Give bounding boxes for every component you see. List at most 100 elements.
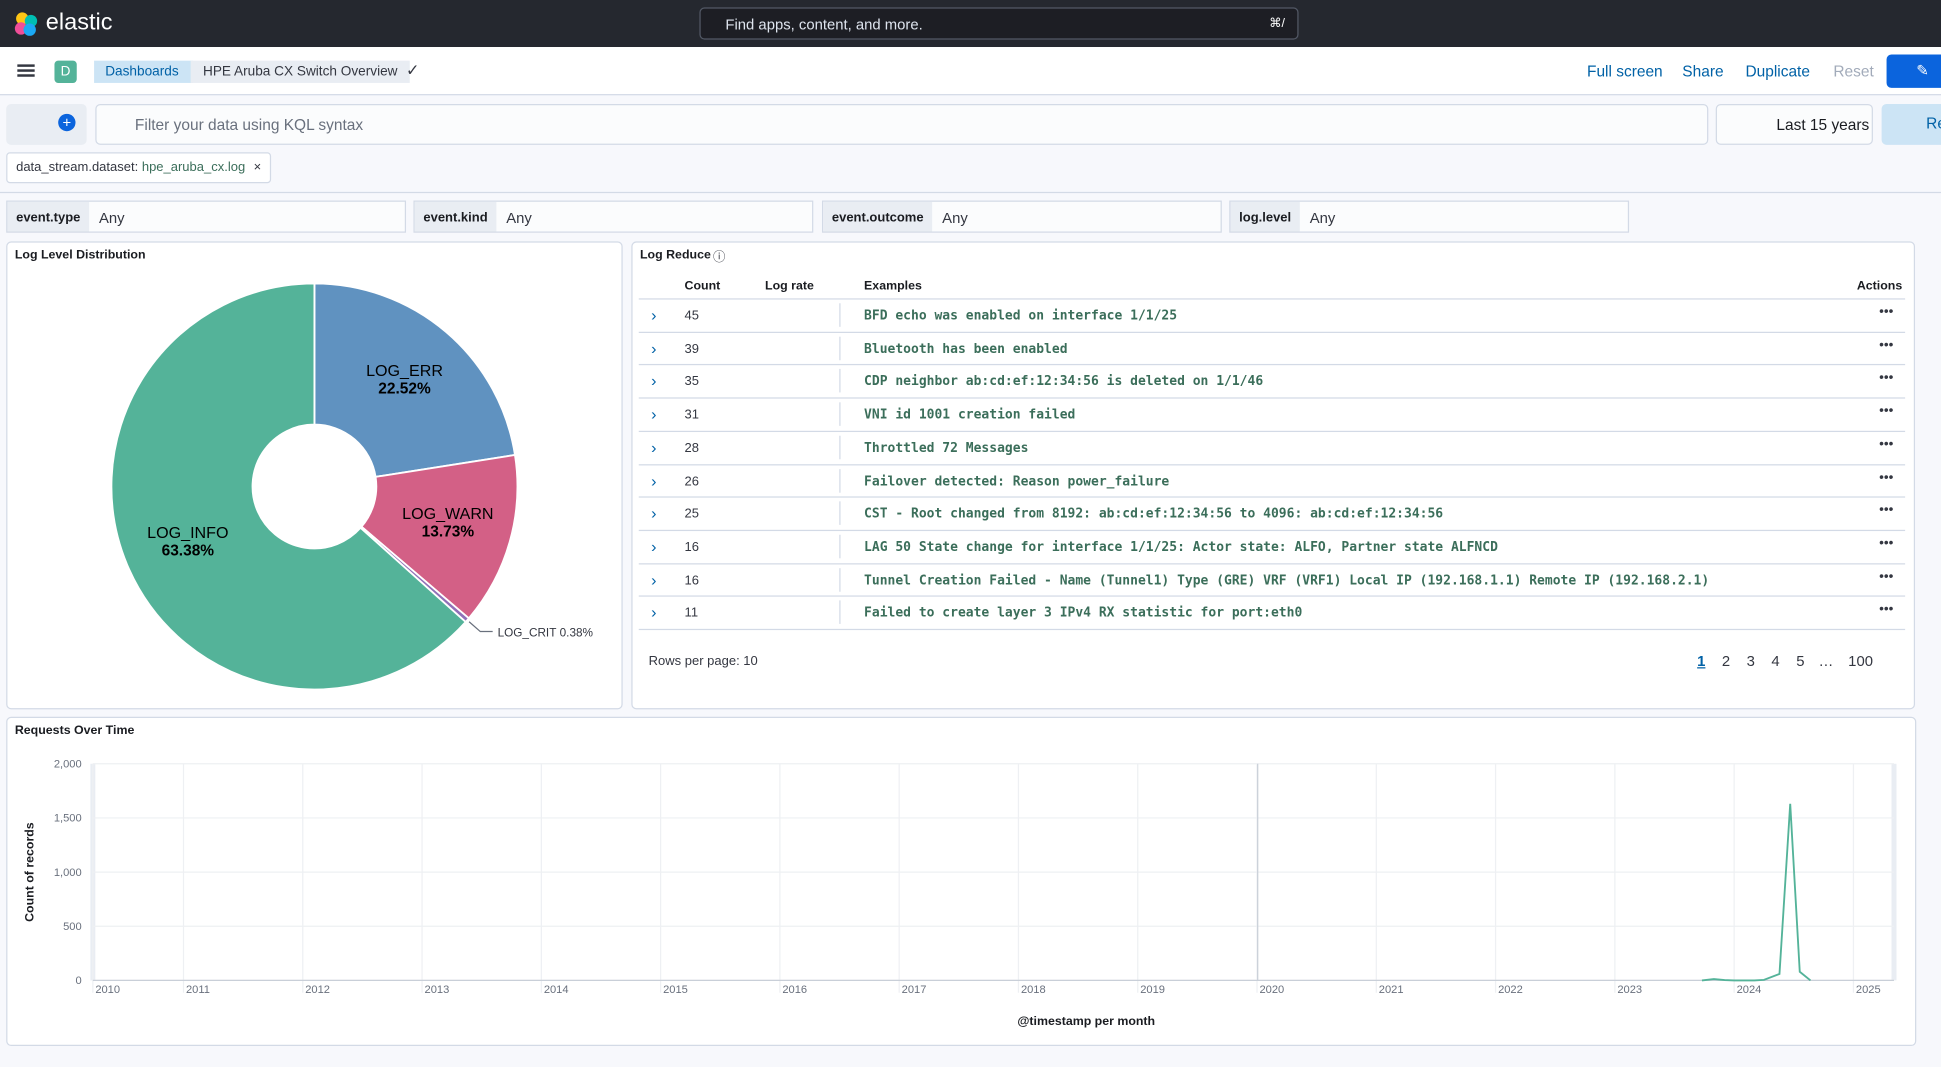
row-actions[interactable]: ••• <box>1879 338 1893 353</box>
count-cell: 25 <box>685 507 699 522</box>
count-cell: 39 <box>685 341 699 356</box>
slice-value: 0.38% <box>560 627 594 640</box>
count-cell: 35 <box>685 374 699 389</box>
example-cell: VNI id 1001 creation failed <box>864 407 1075 422</box>
x-tick-label: 2013 <box>425 984 450 996</box>
expand-icon[interactable]: › <box>651 339 656 358</box>
rate-sep <box>839 502 840 526</box>
y-tick-label: 2,000 <box>54 758 82 770</box>
example-cell: Tunnel Creation Failed - Name (Tunnel1) … <box>864 573 1709 588</box>
slice-label: LOG_CRIT 0.38% <box>498 627 594 640</box>
expand-icon[interactable]: › <box>651 570 656 589</box>
leader-line <box>469 622 493 632</box>
row-rule <box>639 563 1905 564</box>
example-cell: Throttled 72 Messages <box>864 440 1028 455</box>
count-cell: 28 <box>685 440 699 455</box>
row-actions[interactable]: ••• <box>1879 602 1893 617</box>
row-actions[interactable]: ••• <box>1879 536 1893 551</box>
control[interactable]: event.kindAny <box>413 201 813 233</box>
column-header: Examples <box>864 280 922 294</box>
example-cell: Failover detected: Reason power_failure <box>864 473 1169 488</box>
x-tick-label: 2019 <box>1140 984 1165 996</box>
row-actions[interactable]: ••• <box>1879 569 1893 584</box>
slice-name: LOG_INFO <box>147 524 228 542</box>
x-tick-label: 2024 <box>1737 984 1762 996</box>
control-value: Any <box>496 202 812 232</box>
count-cell: 26 <box>685 473 699 488</box>
y-axis-label: Count of records <box>22 822 36 922</box>
expand-icon[interactable]: › <box>651 537 656 556</box>
rate-sep <box>839 336 840 360</box>
slice-value: 63.38% <box>162 542 215 559</box>
x-tick-label: 2014 <box>544 984 569 996</box>
expand-icon[interactable]: › <box>651 306 656 325</box>
row-actions[interactable]: ••• <box>1879 503 1893 518</box>
x-tick-label: 2018 <box>1021 984 1046 996</box>
control[interactable]: event.outcomeAny <box>822 201 1222 233</box>
example-cell: Bluetooth has been enabled <box>864 341 1067 356</box>
page-link[interactable]: 2 <box>1722 652 1730 669</box>
example-cell: CDP neighbor ab:cd:ef:12:34:56 is delete… <box>864 374 1263 389</box>
control-label: event.type <box>7 202 89 232</box>
row-actions[interactable]: ••• <box>1879 305 1893 320</box>
y-tick-label: 500 <box>63 921 82 933</box>
x-tick-label: 2022 <box>1498 984 1523 996</box>
expand-icon[interactable]: › <box>651 504 656 523</box>
count-cell: 31 <box>685 407 699 422</box>
rows-per-page[interactable]: Rows per page: 10 <box>649 654 758 669</box>
control-label: event.kind <box>415 202 497 232</box>
row-rule <box>639 331 1905 332</box>
page-link[interactable]: 1 <box>1697 652 1705 669</box>
x-tick-label: 2017 <box>902 984 927 996</box>
row-rule <box>639 530 1905 531</box>
x-tick-label: 2012 <box>305 984 330 996</box>
line-series <box>1702 804 1811 981</box>
expand-icon[interactable]: › <box>651 438 656 457</box>
control-label: log.level <box>1230 202 1299 232</box>
example-cell: Failed to create layer 3 IPv4 RX statist… <box>864 606 1302 621</box>
row-actions[interactable]: ••• <box>1879 437 1893 452</box>
rate-sep <box>839 469 840 493</box>
slice-name: LOG_CRIT <box>498 627 557 640</box>
row-rule <box>639 397 1905 398</box>
x-tick-label: 2020 <box>1260 984 1285 996</box>
x-tick-label: 2016 <box>782 984 807 996</box>
rate-sep <box>839 303 840 327</box>
page-link[interactable]: 3 <box>1747 652 1755 669</box>
expand-icon[interactable]: › <box>651 372 656 391</box>
x-tick-label: 2010 <box>95 984 120 996</box>
x-tick-label: 2015 <box>663 984 688 996</box>
slice-name: LOG_WARN <box>402 505 493 523</box>
x-tick-label: 2011 <box>186 984 210 996</box>
y-tick-label: 1,500 <box>54 813 82 825</box>
slice-value: 13.73% <box>422 524 475 541</box>
page-link[interactable]: 5 <box>1796 652 1804 669</box>
x-axis-label: @timestamp per month <box>1017 1014 1155 1028</box>
rate-sep <box>839 568 840 592</box>
control[interactable]: event.typeAny <box>6 201 406 233</box>
count-cell: 16 <box>685 573 699 588</box>
page-link[interactable]: 100 <box>1848 652 1873 669</box>
expand-icon[interactable]: › <box>651 603 656 622</box>
rate-sep <box>839 369 840 393</box>
page-link[interactable]: … <box>1818 652 1833 669</box>
control[interactable]: log.levelAny <box>1229 201 1629 233</box>
column-header: Actions <box>1857 280 1902 294</box>
control-value: Any <box>89 202 405 232</box>
count-cell: 11 <box>685 606 699 621</box>
expand-icon[interactable]: › <box>651 471 656 490</box>
header-rule <box>639 298 1905 299</box>
row-actions[interactable]: ••• <box>1879 470 1893 485</box>
x-tick-label: 2025 <box>1856 984 1881 996</box>
row-rule <box>639 364 1905 365</box>
row-actions[interactable]: ••• <box>1879 404 1893 419</box>
page-link[interactable]: 4 <box>1771 652 1779 669</box>
row-rule <box>639 431 1905 432</box>
expand-icon[interactable]: › <box>651 405 656 424</box>
row-actions[interactable]: ••• <box>1879 371 1893 386</box>
row-rule <box>639 497 1905 498</box>
column-header: Count <box>685 280 721 294</box>
